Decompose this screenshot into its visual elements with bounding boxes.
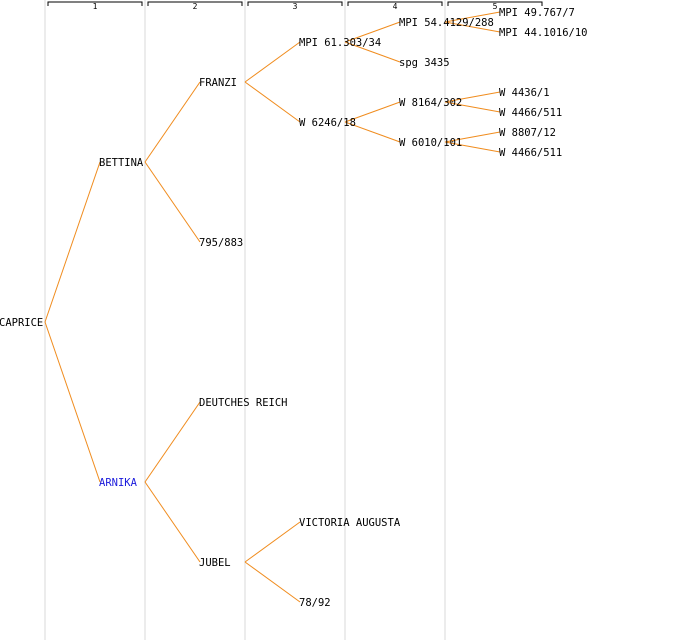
node-franzi[interactable]: FRANZI [199, 77, 237, 89]
pedigree-edges [44, 11, 501, 603]
generation-bracket [447, 1, 543, 6]
node-w4466a[interactable]: W 4466/511 [499, 107, 562, 119]
node-arnika[interactable]: ARNIKA [99, 477, 138, 489]
generation-number: 2 [193, 2, 198, 11]
edge-franzi-to-w6246 [244, 81, 301, 123]
edge-bettina-to-franzi [144, 81, 201, 163]
node-mpi49[interactable]: MPI 49.767/7 [499, 7, 575, 19]
node-victoria[interactable]: VICTORIA AUGUSTA [299, 517, 401, 529]
node-spg[interactable]: spg 3435 [399, 57, 450, 69]
node-n795[interactable]: 795/883 [199, 237, 243, 249]
edge-arnika-to-jubel [144, 481, 201, 563]
generation-columns: 1 2 3 4 5 [44, 0, 543, 640]
node-n7892[interactable]: 78/92 [299, 597, 331, 609]
edge-w8164-to-w4436 [444, 91, 501, 103]
generation-bracket [347, 1, 443, 6]
node-w4436[interactable]: W 4436/1 [499, 87, 550, 99]
node-caprice[interactable]: CAPRICE [0, 317, 43, 329]
generation-bracket [247, 1, 343, 6]
edge-franzi-to-mpi61 [244, 41, 301, 83]
edge-w6246-to-w6010 [344, 121, 401, 143]
node-jubel[interactable]: JUBEL [199, 557, 231, 569]
pedigree-labels: CAPRICE BETTINA ARNIKA FRANZI 795/883 DEUTCHE… [0, 7, 588, 609]
node-w8807[interactable]: W 8807/12 [499, 127, 556, 139]
edge-w6010-to-w4466b [444, 141, 501, 153]
edge-mpi61-to-spg [344, 41, 401, 63]
edge-bettina-to-n795 [144, 161, 201, 243]
edge-jubel-to-victoria [244, 521, 301, 563]
edge-mpi54-to-mpi49 [444, 11, 501, 23]
edge-w6010-to-w8807 [444, 131, 501, 143]
generation-bracket [147, 1, 243, 6]
node-w6246[interactable]: W 6246/18 [299, 117, 356, 129]
edge-caprice-to-arnika [44, 321, 101, 483]
edge-w6246-to-w8164 [344, 101, 401, 123]
generation-bracket [47, 1, 143, 6]
generation-number: 5 [493, 2, 498, 11]
edge-caprice-to-bettina [44, 161, 101, 323]
node-w6010[interactable]: W 6010/101 [399, 137, 462, 149]
edge-mpi54-to-mpi44 [444, 21, 501, 33]
edge-jubel-to-n7892 [244, 561, 301, 603]
node-bettina[interactable]: BETTINA [99, 157, 144, 169]
node-w8164[interactable]: W 8164/302 [399, 97, 462, 109]
edge-w8164-to-w4466a [444, 101, 501, 113]
node-mpi54[interactable]: MPI 54.4129/288 [399, 17, 494, 29]
node-mpi61[interactable]: MPI 61.303/34 [299, 37, 381, 49]
edge-arnika-to-deutches [144, 401, 201, 483]
edge-mpi61-to-mpi54 [344, 21, 401, 43]
node-mpi44[interactable]: MPI 44.1016/10 [499, 27, 588, 39]
node-deutches[interactable]: DEUTCHES REICH [199, 397, 288, 409]
generation-number: 3 [293, 2, 298, 11]
generation-number: 1 [93, 2, 98, 11]
generation-number: 4 [393, 2, 398, 11]
node-w4466b[interactable]: W 4466/511 [499, 147, 562, 159]
